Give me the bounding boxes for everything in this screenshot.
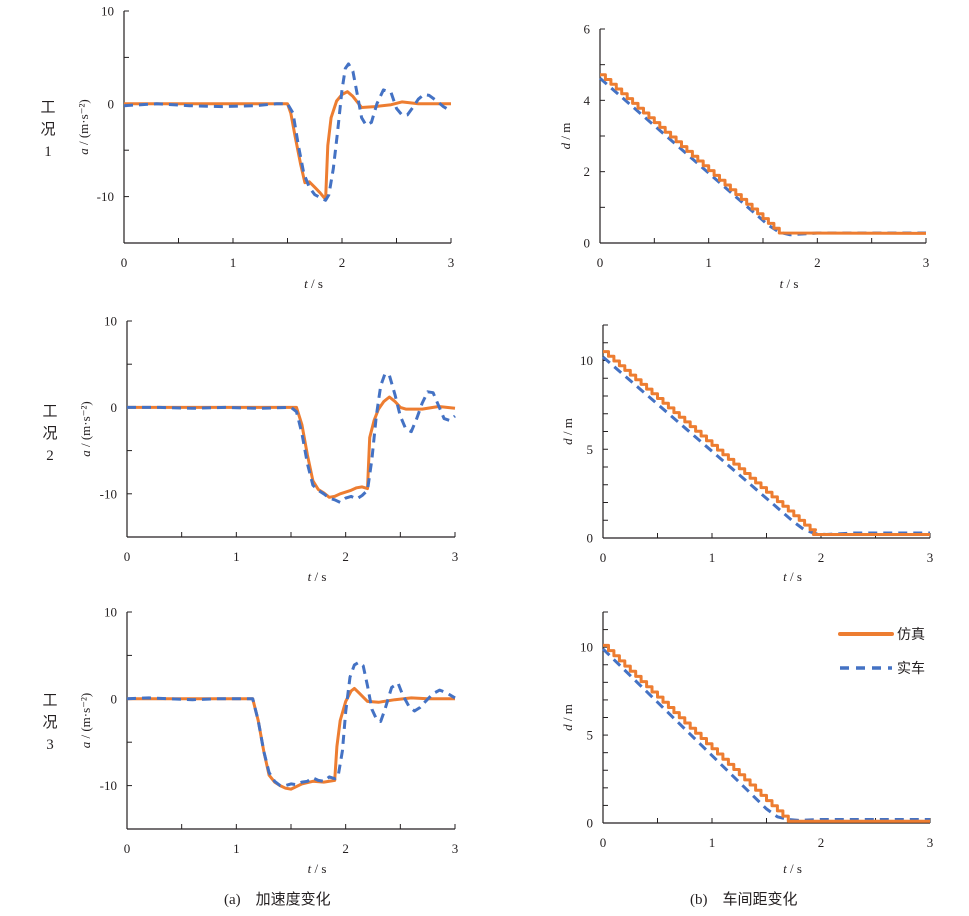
series-simulation: [127, 395, 456, 499]
x-axis-title: t / s: [308, 861, 327, 876]
legend: 仿真 实车: [838, 627, 925, 677]
x-tick-label: 1: [230, 255, 237, 270]
y-tick-label: -10: [100, 778, 117, 793]
y-tick-label: 10: [104, 605, 117, 620]
x-tick-label: 0: [600, 835, 607, 850]
x-axis-title: t / s: [308, 569, 327, 584]
x-tick-label: 1: [705, 255, 712, 270]
x-tick-label: 2: [818, 835, 825, 850]
x-tick-label: 3: [927, 835, 934, 850]
chart-distance-case-2: 10 5 00 1 2 3 t / s d / m: [560, 324, 934, 584]
x-tick-label: 1: [709, 835, 716, 850]
y-tick-label: 6: [584, 22, 591, 37]
case-label-line3: 2: [46, 448, 54, 464]
series-simulation: [600, 73, 927, 235]
x-tick-label: 0: [124, 549, 131, 564]
chart-acceleration-case-1: 10 0 -10 0 1 2 3 t / s a / (m·s⁻²): [76, 4, 454, 292]
x-axis-title: t / s: [783, 569, 802, 584]
y-axis-title: a / (m·s⁻²): [76, 99, 91, 155]
series-real-vehicle: [602, 355, 930, 536]
chart-acceleration-case-3: 10 0 -10 0 1 2 3 t / s a / (m·s⁻²): [78, 605, 458, 877]
y-tick-label: 0: [584, 236, 591, 251]
series-real-vehicle: [126, 660, 456, 788]
case-label-line1: 工: [42, 693, 57, 709]
y-tick-label: 5: [587, 442, 594, 457]
y-tick-label: 5: [587, 728, 594, 743]
x-tick-label: 2: [339, 255, 346, 270]
case-label-line2: 况: [42, 425, 57, 442]
y-tick-label: 10: [104, 314, 117, 329]
series-simulation: [603, 643, 930, 823]
case-label-3: 工 况 3: [42, 693, 57, 753]
case-label-line2: 况: [40, 121, 55, 138]
x-tick-label: 1: [233, 841, 240, 856]
x-tick-label: 1: [233, 549, 240, 564]
y-axis-title: d / m: [560, 704, 575, 731]
chart-acceleration-case-2: 10 0 -10 0 1 2 3 t / s a / (m·s⁻²): [78, 314, 458, 585]
x-axis-title: t / s: [304, 276, 323, 291]
y-tick-label: 10: [101, 4, 114, 19]
x-tick-label: 2: [342, 841, 349, 856]
series-simulation: [127, 686, 455, 791]
series-simulation: [603, 350, 930, 536]
y-tick-label: 4: [584, 93, 591, 108]
y-axis-title: a / (m·s⁻²): [78, 401, 93, 457]
case-label-line1: 工: [42, 404, 57, 420]
series-real-vehicle: [599, 77, 926, 237]
legend-label-simulation: 仿真: [897, 627, 925, 643]
y-tick-label: 0: [587, 816, 594, 831]
y-tick-label: 0: [111, 691, 118, 706]
legend-label-real-vehicle: 实车: [897, 660, 925, 677]
x-tick-label: 0: [124, 841, 131, 856]
y-tick-label: 10: [580, 640, 593, 655]
y-axis-title: d / m: [560, 418, 575, 445]
chart-distance-case-3: 10 5 00 1 2 3 t / s d / m: [560, 611, 934, 876]
y-tick-label: 0: [111, 400, 118, 415]
case-label-2: 工 况 2: [42, 404, 57, 464]
x-tick-label: 2: [342, 549, 349, 564]
case-label-line3: 1: [44, 144, 52, 160]
x-tick-label: 0: [600, 550, 607, 565]
series-real-vehicle: [127, 372, 456, 504]
series-real-vehicle: [601, 647, 930, 822]
series-real-vehicle: [123, 62, 452, 202]
y-tick-label: -10: [97, 189, 114, 204]
y-tick-label: 2: [584, 164, 591, 179]
y-tick-label: -10: [100, 486, 117, 501]
x-tick-label: 3: [448, 255, 455, 270]
y-axis-title: a / (m·s⁻²): [78, 693, 93, 749]
caption-b: (b) 车间距变化: [690, 891, 798, 908]
chart-distance-case-1: 6 4 2 00 1 2 3 t / s d / m: [558, 22, 929, 292]
x-tick-label: 1: [709, 550, 716, 565]
x-tick-label: 2: [814, 255, 821, 270]
y-tick-label: 10: [580, 353, 593, 368]
x-axis-title: t / s: [783, 861, 802, 876]
y-axis-title: d / m: [558, 123, 573, 150]
case-label-line1: 工: [40, 100, 55, 116]
case-label-line3: 3: [46, 737, 54, 753]
x-tick-label: 0: [121, 255, 128, 270]
x-tick-label: 3: [452, 549, 459, 564]
case-label-line2: 况: [42, 714, 57, 731]
y-tick-label: 0: [108, 96, 115, 111]
series-simulation: [124, 90, 451, 201]
x-tick-label: 3: [923, 255, 930, 270]
caption-a: (a) 加速度变化: [224, 891, 331, 908]
x-tick-label: 0: [597, 255, 604, 270]
case-label-1: 工 况 1: [40, 100, 55, 160]
x-tick-label: 2: [818, 550, 825, 565]
x-tick-label: 3: [452, 841, 459, 856]
y-tick-label: 0: [587, 531, 594, 546]
x-tick-label: 3: [927, 550, 934, 565]
x-axis-title: t / s: [780, 276, 799, 291]
